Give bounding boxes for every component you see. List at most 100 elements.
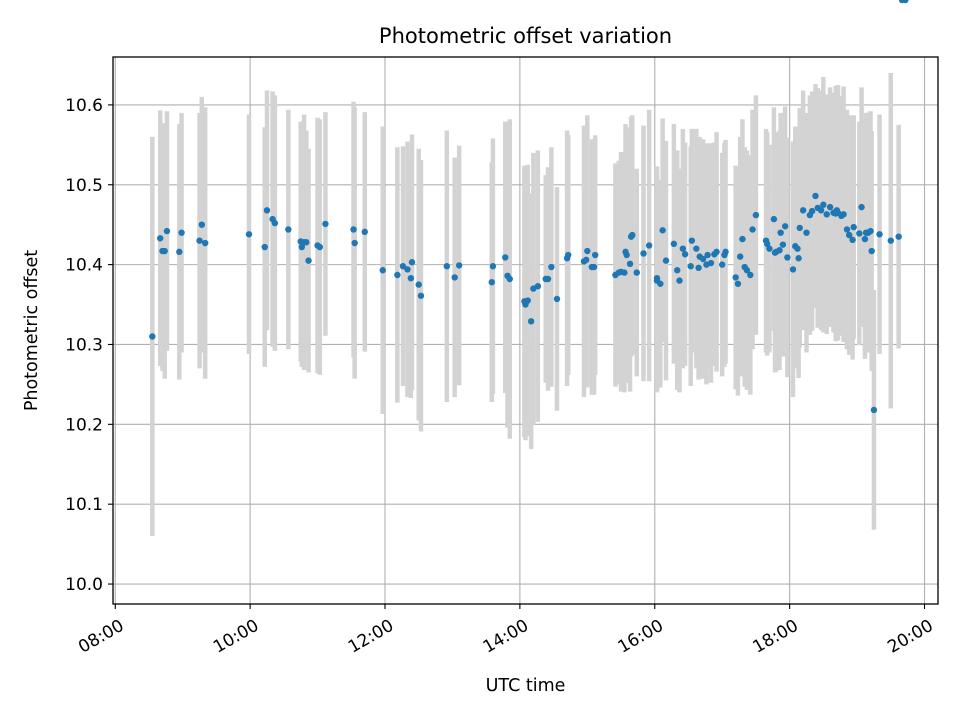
data-point <box>752 211 760 219</box>
data-point <box>621 269 628 276</box>
data-point <box>734 280 742 287</box>
data-point <box>722 248 729 256</box>
data-point <box>796 224 803 232</box>
y-axis-label: Photometric offset <box>22 250 42 411</box>
data-point <box>868 247 875 255</box>
data-point <box>747 271 754 279</box>
data-point <box>826 203 834 211</box>
data-point <box>534 282 542 290</box>
data-point <box>149 333 156 340</box>
data-point <box>856 230 863 237</box>
data-point <box>408 259 416 266</box>
data-point <box>693 245 700 252</box>
data-point <box>662 257 670 264</box>
data-point <box>688 237 696 244</box>
data-point <box>161 247 168 255</box>
data-point <box>176 248 183 256</box>
data-point <box>657 280 664 287</box>
data-point <box>303 239 310 246</box>
data-point <box>298 243 306 251</box>
data-point <box>795 255 802 262</box>
data-point <box>789 266 797 273</box>
data-point <box>415 281 422 288</box>
y-tick-label: 10.5 <box>65 176 103 196</box>
data-point <box>670 240 678 248</box>
data-point <box>840 211 847 218</box>
data-point <box>739 235 746 243</box>
x-axis-label: UTC time <box>486 676 566 696</box>
data-point <box>732 274 739 281</box>
data-point <box>629 231 636 239</box>
data-point <box>582 256 590 264</box>
data-point <box>779 241 787 248</box>
data-point <box>316 243 324 251</box>
data-point <box>451 274 458 281</box>
data-point <box>849 236 856 244</box>
data-point <box>548 263 555 271</box>
data-point <box>743 267 751 274</box>
data-point <box>653 274 661 282</box>
data-point <box>887 237 894 244</box>
data-point <box>812 192 819 200</box>
data-point <box>361 228 368 236</box>
data-points <box>149 0 909 414</box>
data-point <box>591 251 599 259</box>
data-point <box>870 406 878 414</box>
data-point <box>407 274 415 282</box>
plot-frame <box>112 56 939 605</box>
data-point <box>679 245 687 252</box>
data-point <box>823 211 830 218</box>
data-point <box>846 231 853 239</box>
data-point <box>736 253 744 260</box>
data-point <box>820 201 827 208</box>
data-point <box>322 220 329 228</box>
y-tick-label: 10.3 <box>65 335 103 355</box>
data-point <box>763 240 771 248</box>
data-point <box>350 226 357 233</box>
data-point <box>749 226 756 233</box>
data-point <box>285 226 292 233</box>
data-point <box>674 267 681 274</box>
data-point <box>590 263 598 271</box>
data-point <box>201 239 209 247</box>
data-point <box>676 277 683 284</box>
data-point <box>584 247 591 255</box>
data-point <box>718 261 726 268</box>
data-point <box>695 264 702 272</box>
data-point <box>245 231 253 238</box>
data-point <box>781 223 789 230</box>
data-point <box>633 269 640 276</box>
data-point <box>770 215 778 223</box>
data-point <box>850 223 857 231</box>
data-point <box>399 263 407 270</box>
data-point <box>645 242 653 249</box>
data-point <box>902 0 909 4</box>
data-point <box>261 243 268 251</box>
data-point <box>699 255 707 263</box>
data-point <box>271 219 279 227</box>
data-point <box>263 207 271 214</box>
data-point <box>659 227 666 234</box>
data-point <box>305 257 312 264</box>
data-point <box>861 235 869 243</box>
y-tick-label: 10.0 <box>65 575 103 595</box>
data-point <box>784 254 791 261</box>
data-point <box>379 267 386 274</box>
data-point <box>640 250 647 257</box>
data-point <box>163 227 171 235</box>
data-point <box>404 266 411 273</box>
data-point <box>178 229 185 236</box>
data-point <box>351 239 358 247</box>
data-point <box>858 203 865 211</box>
data-point <box>198 221 205 228</box>
data-point <box>544 275 552 283</box>
data-point <box>776 247 783 254</box>
data-point <box>794 245 801 252</box>
y-tick-label: 10.2 <box>65 415 103 435</box>
data-point <box>524 297 531 304</box>
data-point <box>843 226 851 233</box>
y-axis-ticks: 10.0 10.1 10.2 10.3 10.4 10.5 10.6 <box>65 96 113 595</box>
data-point <box>681 251 689 258</box>
data-point <box>417 292 425 299</box>
data-point <box>713 248 720 256</box>
